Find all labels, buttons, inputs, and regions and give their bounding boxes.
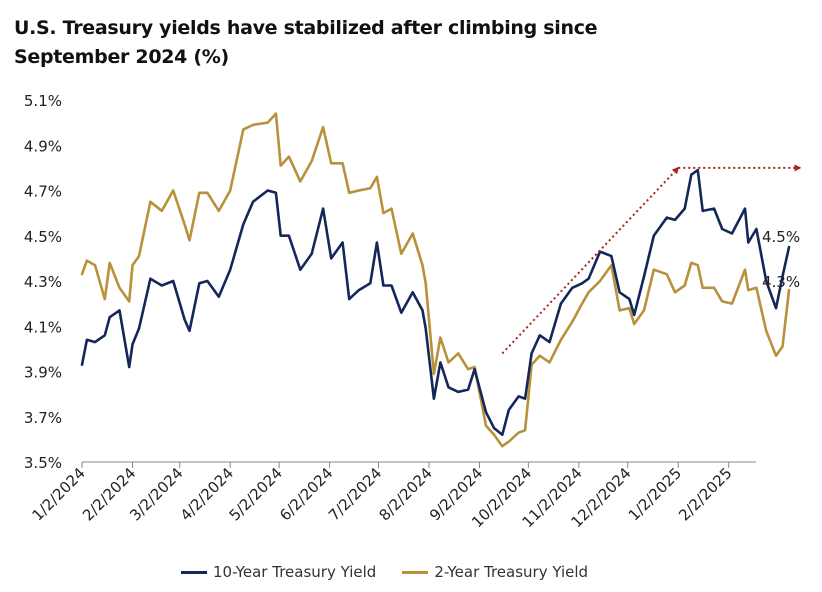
y-tick-label: 3.7% (24, 409, 62, 427)
y-tick-label: 5.1% (24, 92, 62, 110)
y-tick-label: 4.7% (24, 183, 62, 201)
chart-title: U.S. Treasury yields have stabilized aft… (14, 17, 598, 68)
series-line-2-year (80, 112, 791, 448)
legend-label-2-year: 2-Year Treasury Yield (434, 563, 589, 581)
end-label-10-year: 4.5% (762, 228, 800, 246)
x-tick-label: 8/2/2024 (375, 464, 435, 524)
series-line-10-year (80, 168, 791, 437)
legend-swatch-2-year (402, 570, 429, 574)
trend-arrow-up (501, 166, 680, 355)
legend-label-10-year: 10-Year Treasury Yield (213, 563, 377, 581)
x-tick-label: 1/2/2025 (625, 464, 685, 524)
x-axis: 1/2/20242/2/20243/2/20244/2/20245/2/2024… (28, 461, 756, 531)
y-tick-label: 4.3% (24, 273, 62, 291)
y-tick-label: 4.9% (24, 137, 62, 155)
legend-item-10-year: 10-Year Treasury Yield (181, 563, 376, 581)
y-tick-label: 4.1% (24, 318, 62, 336)
x-tick-label: 7/2/2024 (325, 464, 385, 524)
y-tick-label: 4.5% (24, 228, 62, 246)
x-tick-label: 2/2/2025 (675, 464, 735, 524)
x-tick-label: 5/2/2024 (226, 464, 286, 524)
legend-swatch-10-year (181, 570, 207, 574)
legend: 10-Year Treasury Yield 2-Year Treasury Y… (181, 563, 588, 581)
series-layer: 4.5% 4.3% (80, 112, 800, 448)
annotation-layer (501, 164, 802, 355)
end-label-2-year: 4.3% (762, 273, 800, 291)
y-axis: 3.5% 3.7% 3.9% 4.1% 4.3% 4.5% 4.7% 4.9% 5.1% (24, 92, 62, 472)
y-tick-label: 3.9% (24, 364, 62, 382)
legend-item-2-year: 2-Year Treasury Yield (402, 563, 588, 581)
x-tick-label: 1/2/2024 (28, 464, 88, 524)
y-tick-label: 3.5% (24, 454, 62, 472)
